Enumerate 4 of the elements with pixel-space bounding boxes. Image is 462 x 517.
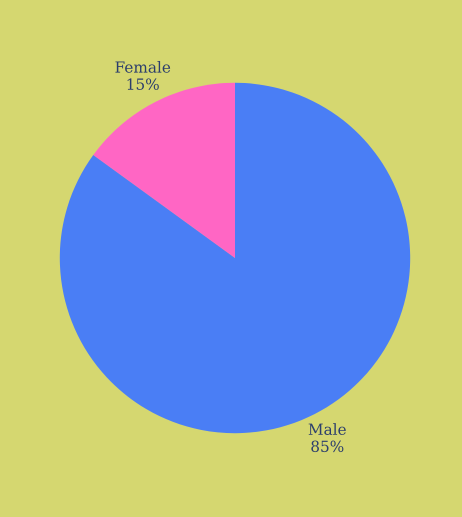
data-label: 15% [128,78,159,90]
slice-label: Male [308,423,346,435]
data-label: 85% [311,440,344,452]
slice-label: Female [115,60,170,73]
